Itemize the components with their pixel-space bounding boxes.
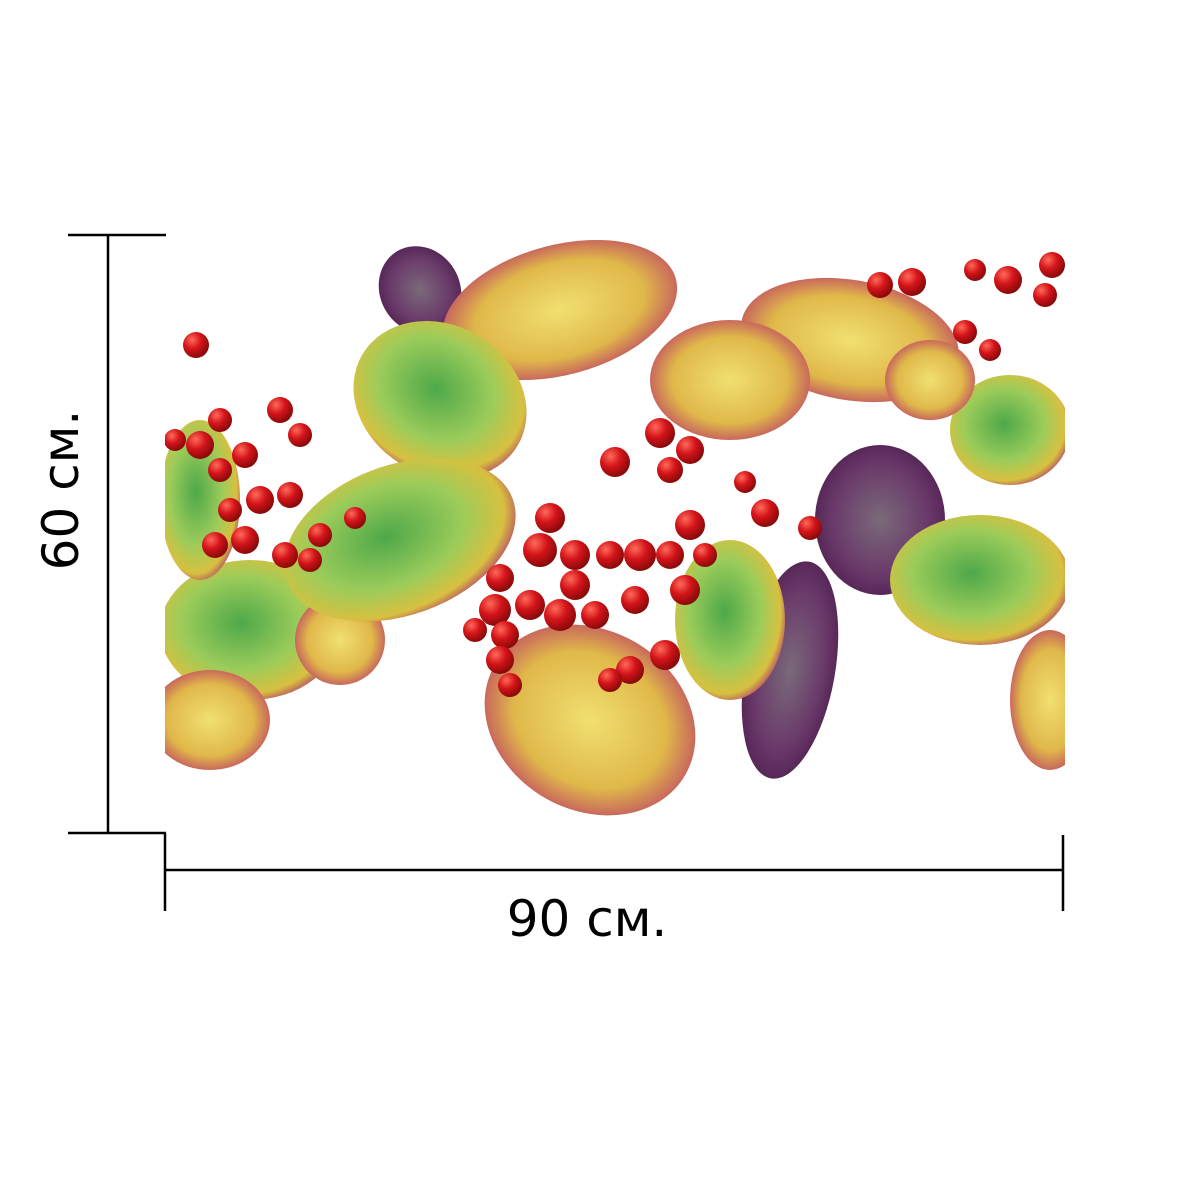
dimension-lines	[68, 233, 1065, 911]
width-label: 90 см.	[507, 890, 668, 948]
decor	[165, 239, 1065, 816]
height-label: 60 см.	[32, 410, 90, 571]
